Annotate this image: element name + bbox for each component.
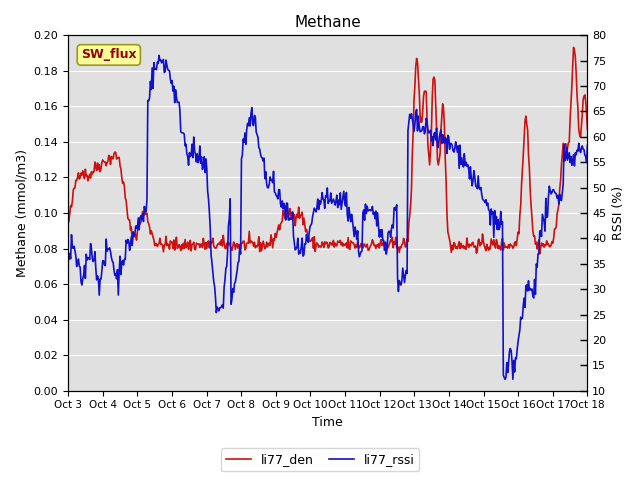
li77_den: [371, 243, 378, 249]
Line: li77_den: li77_den: [68, 48, 588, 254]
li77_den: [570, 45, 577, 50]
li77_den: [299, 222, 307, 228]
li77_den: [584, 127, 591, 132]
li77_rssi: [300, 252, 308, 258]
Y-axis label: RSSI (%): RSSI (%): [612, 186, 625, 240]
li77_rssi: [412, 110, 420, 116]
li77_den: [455, 239, 463, 244]
Line: li77_rssi: li77_rssi: [68, 55, 588, 379]
li77_rssi: [198, 167, 206, 172]
Y-axis label: Methane (mmol/m3): Methane (mmol/m3): [15, 149, 28, 277]
li77_rssi: [371, 216, 379, 222]
Text: SW_flux: SW_flux: [81, 48, 136, 61]
li77_den: [64, 220, 72, 226]
li77_rssi: [456, 142, 464, 148]
li77_den: [156, 235, 164, 241]
X-axis label: Time: Time: [312, 416, 343, 429]
Title: Methane: Methane: [294, 15, 361, 30]
li77_den: [536, 251, 543, 257]
li77_rssi: [501, 376, 509, 382]
li77_rssi: [157, 57, 164, 63]
Legend: li77_den, li77_rssi: li77_den, li77_rssi: [221, 448, 419, 471]
li77_rssi: [156, 52, 163, 58]
li77_den: [411, 83, 419, 89]
li77_rssi: [64, 257, 72, 263]
li77_rssi: [584, 143, 591, 148]
li77_den: [198, 241, 205, 247]
